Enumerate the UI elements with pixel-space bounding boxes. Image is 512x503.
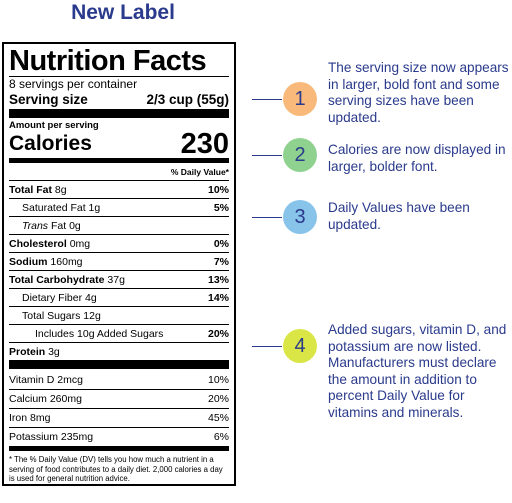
nutrient-name: Trans [22, 219, 49, 232]
calories-label: Calories [9, 132, 92, 155]
nutrient-pct: 14% [207, 291, 229, 304]
annotation-text-1: The serving size now appears in larger, … [328, 60, 509, 125]
nutrient-pct: 0% [213, 237, 229, 250]
annotation-badge-4: 4 [283, 329, 317, 363]
serving-size-value: 2/3 cup (55g) [146, 92, 229, 107]
vitamin-pct: 10% [207, 373, 229, 386]
nutrition-facts-label: Nutrition Facts 8 servings per container… [2, 42, 236, 486]
nutrient-amount: 1g [88, 201, 101, 214]
nutrient-name: Protein [9, 345, 46, 358]
divider [9, 76, 229, 77]
badge-number: 1 [294, 87, 306, 110]
total-carbohydrate-row: Total Carbohydrate 37g 13% [9, 270, 229, 288]
vitamin-name: Calcium 260mg [9, 393, 82, 405]
nutrient-pct: 5% [213, 201, 229, 214]
dietary-fiber-row: Dietary Fiber 4g 14% [9, 288, 229, 306]
nutrient-name: Saturated Fat [22, 201, 86, 214]
nutrition-facts-title: Nutrition Facts [9, 45, 207, 77]
annotation-text-3: Daily Values have been updated. [328, 200, 470, 232]
nutrient-name: Total Carbohydrate [9, 273, 105, 286]
amount-per-serving: Amount per serving [9, 120, 99, 131]
nutrient-amount: 12g [83, 309, 101, 322]
vitamin-name: Potassium 235mg [9, 431, 94, 443]
nutrient-pct: 13% [207, 273, 229, 286]
badge-number: 2 [294, 143, 306, 166]
connector-line [252, 217, 282, 218]
nutrient-name: Cholesterol [9, 237, 67, 250]
vitamin-pct: 20% [207, 393, 229, 405]
protein-row: Protein 3g [9, 342, 229, 360]
daily-value-header: % Daily Value* [170, 167, 229, 177]
page-heading: New Label [71, 1, 175, 24]
saturated-fat-row: Saturated Fat 1g 5% [9, 198, 229, 216]
nutrient-name: Sodium [9, 255, 48, 268]
nutrient-name: Dietary Fiber [22, 291, 83, 304]
vitamin-row: Vitamin D 2mcg 10% [9, 370, 229, 389]
connector-line [252, 99, 282, 100]
added-sugars-row: Includes 10g Added Sugars 20% [9, 324, 229, 342]
badge-number: 4 [294, 334, 306, 357]
vitamin-name: Iron 8mg [9, 412, 51, 424]
serving-size-label: Serving size [9, 92, 88, 107]
annotation-badge-2: 2 [283, 138, 317, 172]
vitamin-row: Potassium 235mg 6% [9, 427, 229, 446]
total-fat-row: Total Fat 8g 10% [9, 180, 229, 198]
nutrient-pct: 10% [207, 183, 229, 196]
vitamin-pct: 45% [207, 412, 229, 424]
connector-line [252, 155, 282, 156]
nutrient-amount: 4g [85, 291, 97, 304]
nutrient-pct: 7% [213, 255, 229, 268]
annotation-badge-1: 1 [283, 82, 317, 116]
sodium-row: Sodium 160mg 7% [9, 252, 229, 270]
annotation-text-2: Calories are now displayed in larger, bo… [328, 142, 506, 174]
added-sugars-text: Includes 10g Added Sugars [35, 327, 164, 340]
medium-divider [9, 158, 229, 163]
annotation-text-4: Added sugars, vitamin D, and potassium a… [328, 322, 507, 420]
cholesterol-row: Cholesterol 0mg 0% [9, 234, 229, 252]
annotation-badge-3: 3 [283, 200, 317, 234]
vitamin-row: Iron 8mg 45% [9, 408, 229, 427]
nutrient-amount: 8g [54, 183, 67, 196]
servings-per-container: 8 servings per container [9, 77, 138, 91]
total-sugars-row: Total Sugars 12g [9, 306, 229, 324]
nutrient-name: Total Sugars [22, 309, 81, 322]
thick-divider [9, 109, 229, 118]
calories-row: Calories 230 [9, 128, 229, 160]
badge-number: 3 [294, 205, 306, 228]
trans-fat-row: Trans Fat 0g [9, 216, 229, 234]
medium-divider [9, 446, 229, 451]
calories-value: 230 [180, 128, 229, 160]
nutrient-amount: 160mg [50, 255, 83, 268]
serving-size-row: Serving size 2/3 cup (55g) [9, 91, 229, 108]
nutrient-amount: Fat 0g [50, 219, 81, 232]
nutrient-amount: 0mg [69, 237, 91, 250]
thick-divider [9, 360, 229, 369]
nutrient-amount: 3g [48, 345, 60, 358]
vitamin-name: Vitamin D 2mcg [9, 373, 83, 386]
nutrient-amount: 37g [107, 273, 125, 286]
footnote: * The % Daily Value (DV) tells you how m… [9, 455, 223, 483]
nutrient-pct: 20% [207, 327, 229, 340]
vitamin-row: Calcium 260mg 20% [9, 389, 229, 408]
vitamin-pct: 6% [213, 431, 229, 443]
connector-line [252, 346, 282, 347]
nutrient-name: Total Fat [9, 183, 52, 196]
